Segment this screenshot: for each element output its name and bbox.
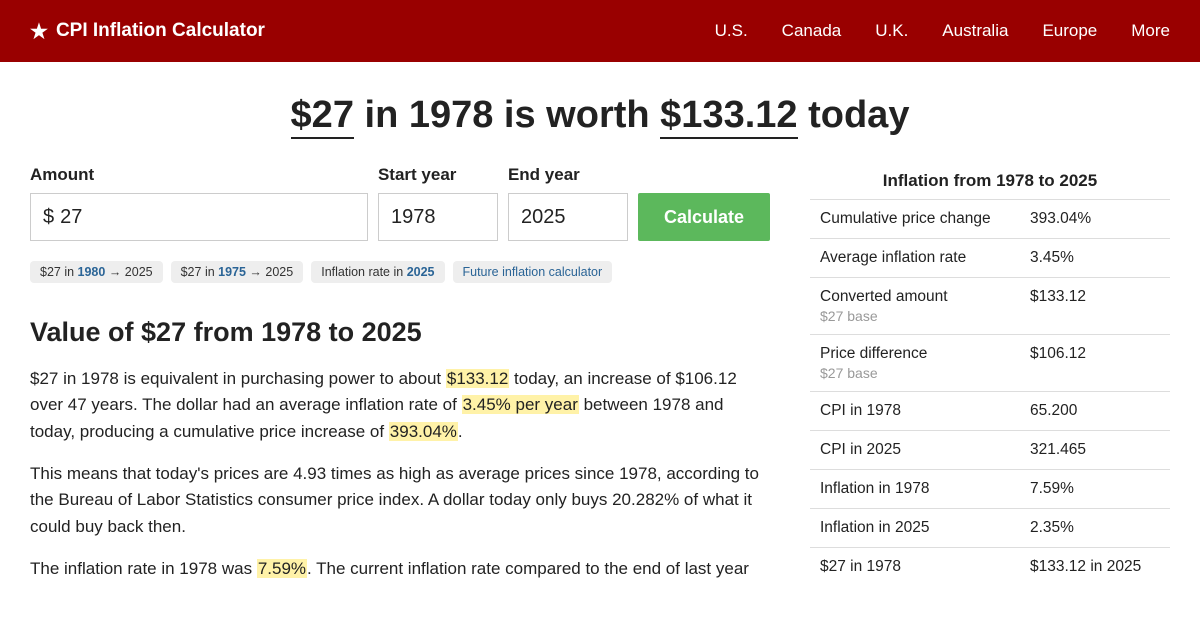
nav-europe[interactable]: Europe <box>1042 21 1097 41</box>
section-heading: Value of $27 from 1978 to 2025 <box>30 317 770 348</box>
table-row: CPI in 197865.200 <box>810 392 1170 431</box>
start-year-input[interactable]: 1978 <box>378 193 498 241</box>
inflation-summary-table: Cumulative price change393.04%Average in… <box>810 199 1170 586</box>
main-content: $27 in 1978 is worth $133.12 today Amoun… <box>0 62 1200 598</box>
nav-canada[interactable]: Canada <box>782 21 842 41</box>
chip-future-calc[interactable]: Future inflation calculator <box>453 261 613 283</box>
table-row: Inflation in 20252.35% <box>810 509 1170 548</box>
chip-rate-2025[interactable]: Inflation rate in 2025 <box>311 261 444 283</box>
stat-value: 321.465 <box>1020 431 1170 470</box>
stat-value: 7.59% <box>1020 470 1170 509</box>
title-amount: $27 <box>291 94 354 139</box>
end-year-label: End year <box>508 165 628 185</box>
calculator-form: Amount $ 27 Start year 1978 End year 202… <box>30 165 770 241</box>
quick-links: $27 in 1980 → 2025 $27 in 1975 → 2025 In… <box>30 261 770 283</box>
stat-label: Average inflation rate <box>810 239 1020 278</box>
table-row: Converted amount$27 base$133.12 <box>810 278 1170 335</box>
stat-label: Inflation in 1978 <box>810 470 1020 509</box>
stat-value: 393.04% <box>1020 200 1170 239</box>
stat-label: CPI in 1978 <box>810 392 1020 431</box>
table-row: Cumulative price change393.04% <box>810 200 1170 239</box>
stat-label: CPI in 2025 <box>810 431 1020 470</box>
stat-label: Converted amount$27 base <box>810 278 1020 335</box>
table-row: $27 in 1978$133.12 in 2025 <box>810 548 1170 587</box>
paragraph-2: This means that today's prices are 4.93 … <box>30 461 770 540</box>
site-header: ★ CPI Inflation Calculator U.S. Canada U… <box>0 0 1200 62</box>
nav-more[interactable]: More <box>1131 21 1170 41</box>
stat-value: $133.12 <box>1020 278 1170 335</box>
amount-input[interactable]: $ 27 <box>30 193 368 241</box>
paragraph-1: $27 in 1978 is equivalent in purchasing … <box>30 366 770 445</box>
end-year-input[interactable]: 2025 <box>508 193 628 241</box>
stat-value: 3.45% <box>1020 239 1170 278</box>
calculate-button[interactable]: Calculate <box>638 193 770 241</box>
paragraph-3: The inflation rate in 1978 was 7.59%. Th… <box>30 556 770 582</box>
sidebar-title: Inflation from 1978 to 2025 <box>810 165 1170 199</box>
table-row: Average inflation rate3.45% <box>810 239 1170 278</box>
nav-us[interactable]: U.S. <box>715 21 748 41</box>
star-icon: ★ <box>30 19 48 44</box>
brand-text: CPI Inflation Calculator <box>56 20 265 42</box>
table-row: Inflation in 19787.59% <box>810 470 1170 509</box>
top-nav: U.S. Canada U.K. Australia Europe More <box>715 21 1170 41</box>
stat-value: $133.12 in 2025 <box>1020 548 1170 587</box>
stat-label: $27 in 1978 <box>810 548 1020 587</box>
stat-label: Price difference$27 base <box>810 335 1020 392</box>
nav-uk[interactable]: U.K. <box>875 21 908 41</box>
brand[interactable]: ★ CPI Inflation Calculator <box>30 19 265 44</box>
start-year-label: Start year <box>378 165 498 185</box>
amount-label: Amount <box>30 165 368 185</box>
sidebar: Inflation from 1978 to 2025 Cumulative p… <box>810 165 1170 598</box>
stat-value: $106.12 <box>1020 335 1170 392</box>
stat-label: Inflation in 2025 <box>810 509 1020 548</box>
nav-australia[interactable]: Australia <box>942 21 1008 41</box>
title-result: $133.12 <box>660 94 797 139</box>
stat-value: 65.200 <box>1020 392 1170 431</box>
table-row: Price difference$27 base$106.12 <box>810 335 1170 392</box>
left-column: Amount $ 27 Start year 1978 End year 202… <box>30 165 770 598</box>
page-title: $27 in 1978 is worth $133.12 today <box>30 94 1170 137</box>
table-row: CPI in 2025321.465 <box>810 431 1170 470</box>
amount-value: 27 <box>60 206 82 229</box>
stat-value: 2.35% <box>1020 509 1170 548</box>
chip-1975[interactable]: $27 in 1975 → 2025 <box>171 261 304 283</box>
chip-1980[interactable]: $27 in 1980 → 2025 <box>30 261 163 283</box>
stat-label: Cumulative price change <box>810 200 1020 239</box>
currency-symbol: $ <box>43 206 54 229</box>
